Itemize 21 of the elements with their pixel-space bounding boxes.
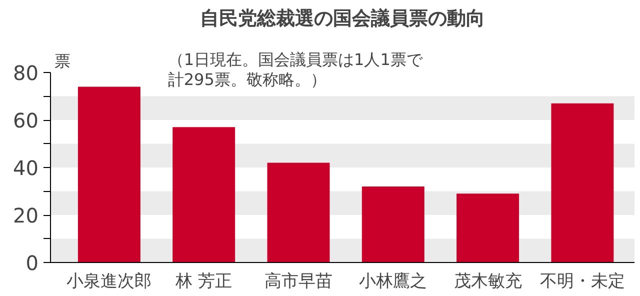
y-tick-label: 80 xyxy=(13,61,39,85)
x-tick-label: 小林鷹之 xyxy=(359,272,428,292)
bar xyxy=(551,103,614,262)
x-tick-label: 林 芳正 xyxy=(174,272,232,292)
x-tick-label: 不明・未定 xyxy=(540,272,625,292)
x-tick-label: 茂木敏充 xyxy=(454,272,522,292)
bar xyxy=(172,127,236,262)
bar xyxy=(78,86,140,262)
y-tick-label: 40 xyxy=(13,156,39,180)
y-axis-title: 票 xyxy=(54,52,70,70)
y-tick-label: 20 xyxy=(13,204,39,228)
annotation: 計295票。敬称略。） xyxy=(168,70,326,89)
bar xyxy=(362,186,424,262)
x-tick-label: 小泉進次郎 xyxy=(66,272,152,292)
text: （1日現在。国会議員票は1人1票で xyxy=(168,50,424,69)
bar xyxy=(456,194,520,262)
chart-title: 自民党総裁選の国会議員票の動向 xyxy=(200,8,485,30)
y-tick-label: 60 xyxy=(13,108,39,132)
x-tick-label: 高市早苗 xyxy=(264,272,332,292)
y-tick-label: 0 xyxy=(26,251,39,275)
bar xyxy=(267,162,330,262)
